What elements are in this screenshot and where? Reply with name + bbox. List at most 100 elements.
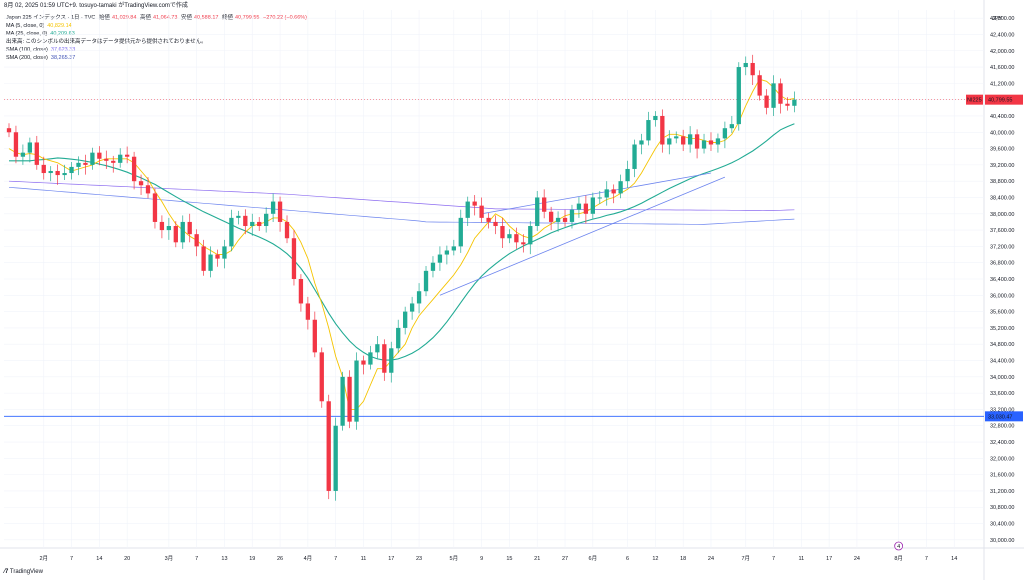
candle-body: [298, 279, 304, 304]
ma25-line: [9, 123, 795, 361]
y-tick-label: 32,400.00: [990, 440, 1014, 446]
candle-body: [104, 158, 109, 161]
y-tick-label: 40,400.00: [990, 114, 1014, 120]
x-tick-label: 4月: [304, 555, 313, 562]
y-tick-label: 36,400.00: [990, 277, 1014, 283]
x-tick-label: 24: [854, 556, 860, 562]
candle-body: [20, 152, 26, 157]
candle-body: [590, 197, 595, 214]
y-tick-label: 39,200.00: [990, 163, 1014, 169]
candle-body: [340, 376, 345, 426]
candle-body: [222, 246, 227, 259]
candle-body: [458, 217, 463, 247]
candle-body: [632, 144, 637, 169]
y-tick-label: 34,000.00: [990, 375, 1014, 381]
y-tick-label: 35,200.00: [990, 326, 1014, 332]
y-tick-label: 42,000.00: [990, 49, 1014, 55]
y-tick-label: 39,600.00: [990, 147, 1014, 153]
indicator-sma200[interactable]: SMA (200, close) 38,265.37: [6, 54, 309, 62]
candle-body: [708, 140, 714, 145]
candle-body: [423, 270, 429, 292]
candle-body: [382, 344, 387, 373]
symbol-tag: NI225: [967, 98, 982, 104]
candle-body: [771, 83, 776, 108]
candle-body: [6, 128, 12, 133]
candle-body: [83, 162, 88, 165]
y-tick-label: 33,200.00: [990, 407, 1014, 413]
x-tick-label: 19: [249, 556, 255, 562]
y-tick-label: 41,600.00: [990, 65, 1014, 71]
indicator-ma5[interactable]: MA (5, close, 0) 40,829.14: [6, 22, 309, 30]
candle-body: [722, 128, 728, 139]
candle-body: [569, 209, 575, 222]
candle-body: [479, 205, 484, 218]
candle-body: [208, 254, 213, 271]
candle-body: [347, 376, 352, 422]
x-tick-label: 14: [96, 556, 102, 562]
y-tick-label: 38,400.00: [990, 195, 1014, 201]
candle-body: [243, 215, 248, 227]
event-marker-icon: [894, 541, 904, 551]
y-tick-label: 32,800.00: [990, 424, 1014, 430]
candle-body: [34, 142, 39, 165]
indicator-volume[interactable]: 出来高: このシンボルの出来高データはデータ提供元から提供されておりません。: [6, 38, 309, 46]
indicator-label: MA (5, close, 0): [6, 23, 45, 30]
candle-body: [180, 221, 185, 243]
x-tick-label: 11: [361, 556, 367, 562]
candle-body: [389, 348, 394, 373]
x-tick-label: 14: [951, 556, 957, 562]
ma5-line: [8, 78, 795, 410]
candle-body: [687, 134, 693, 145]
candle-body: [187, 221, 192, 235]
candle-body: [305, 303, 311, 320]
sma200-line: [8, 186, 795, 225]
x-tick-label: 9: [480, 556, 483, 562]
indicator-sma100[interactable]: SMA (100, close) 37,623.33: [6, 46, 309, 54]
y-tick-label: 37,200.00: [990, 244, 1014, 250]
candle-body: [215, 254, 220, 259]
candle-body: [465, 201, 470, 218]
indicator-value: 40,829.14: [47, 23, 72, 30]
candle-body: [583, 203, 589, 214]
y-tick-label: 30,000.00: [990, 538, 1014, 544]
x-tick-label: 17: [388, 556, 394, 562]
candle-body: [625, 168, 630, 182]
last-price-label-bg: [985, 94, 1023, 105]
x-tick-label: 5月: [450, 555, 459, 562]
candle-body: [493, 221, 498, 227]
candle-body: [409, 303, 415, 312]
candle-body: [674, 136, 679, 139]
candle-body: [257, 221, 262, 227]
candle-body: [201, 246, 206, 271]
x-tick-label: 7: [925, 556, 928, 562]
candle-body: [319, 352, 324, 402]
candle-body: [611, 189, 616, 194]
candle-body: [118, 154, 123, 163]
x-tick-label: 17: [826, 556, 832, 562]
tradingview-logo[interactable]: ⁄7 TradingView: [4, 569, 43, 575]
brand-label: TradingView: [9, 569, 43, 575]
candle-body: [131, 156, 137, 182]
y-tick-label: 30,800.00: [990, 505, 1014, 511]
candle-body: [125, 154, 130, 157]
y-tick-label: 40,000.00: [990, 130, 1014, 136]
y-tick-label: 33,600.00: [990, 391, 1014, 397]
support-price-label: 33,030.47: [988, 414, 1012, 420]
candle-body: [354, 360, 359, 422]
y-tick-label: 36,000.00: [990, 293, 1014, 299]
candle-body: [646, 120, 651, 141]
candle-body: [326, 401, 331, 491]
candle-body: [618, 181, 623, 194]
candle-body: [76, 162, 81, 167]
candle-body: [576, 203, 582, 210]
x-tick-label: 8月: [894, 555, 903, 562]
candle-body: [375, 344, 380, 353]
candle-body: [41, 164, 46, 174]
candle-body: [111, 160, 116, 163]
x-tick-label: 20: [124, 556, 130, 562]
tradingview-logo-icon: ⁄7: [4, 569, 9, 575]
candle-body: [597, 197, 602, 199]
last-price-label: 40,799.55: [988, 98, 1012, 104]
y-tick-label: 34,400.00: [990, 359, 1014, 365]
